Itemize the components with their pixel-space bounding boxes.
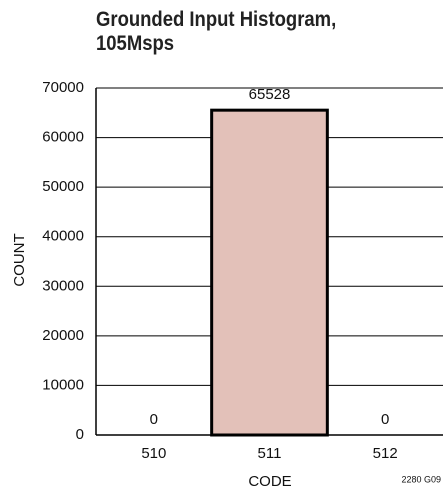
y-tick-label: 40000 [42, 228, 84, 245]
y-tick-label: 50000 [42, 178, 84, 195]
chart-title: Grounded Input Histogram, 105Msps [96, 8, 337, 55]
y-tick-label: 30000 [42, 277, 84, 294]
value-label: 0 [150, 411, 158, 428]
y-tick-label: 20000 [42, 327, 84, 344]
y-tick-label: 70000 [42, 79, 84, 96]
y-tick-label: 0 [76, 426, 84, 443]
x-tick-label: 512 [373, 445, 398, 462]
x-tick-label: 510 [141, 445, 166, 462]
y-axis-label: COUNT [11, 233, 28, 286]
y-tick-label: 10000 [42, 376, 84, 393]
value-label: 0 [381, 411, 389, 428]
x-tick-label: 511 [258, 445, 282, 462]
bar [210, 108, 329, 437]
x-axis-label: CODE [248, 473, 291, 490]
annotation: 2280 G09 [401, 474, 441, 484]
y-tick-label: 60000 [42, 129, 84, 146]
value-label: 65528 [249, 86, 291, 103]
